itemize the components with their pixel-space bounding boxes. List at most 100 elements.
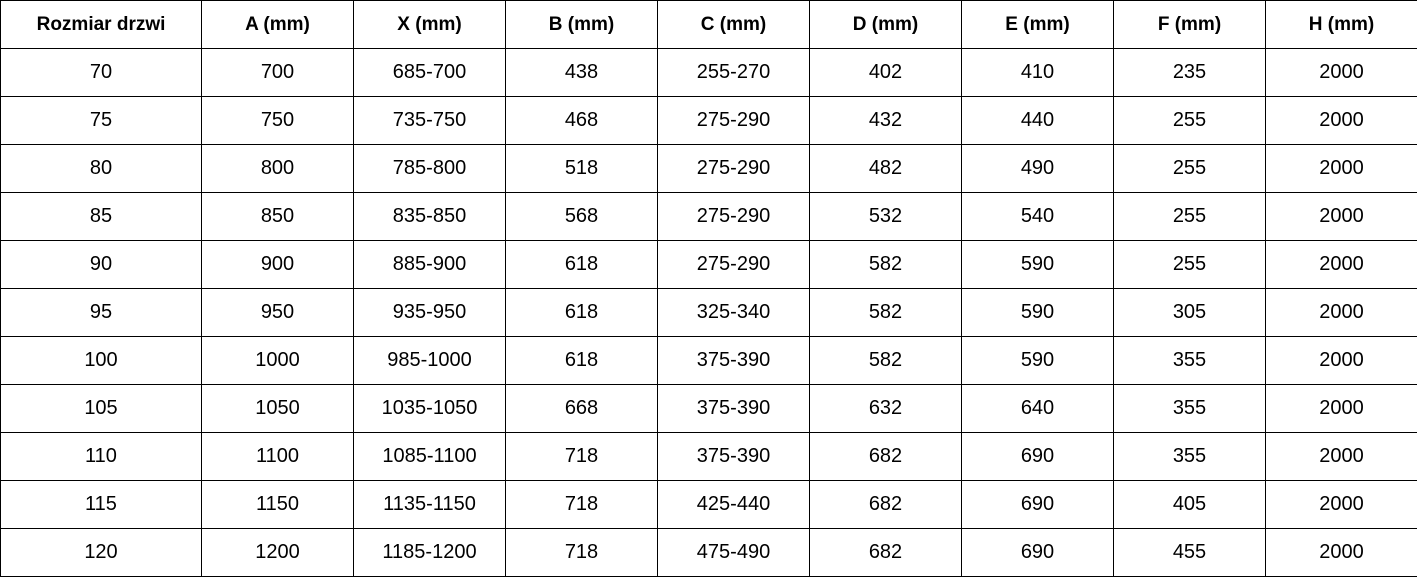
table-cell: 2000 — [1265, 240, 1417, 289]
table-row: 70 700 685-700 438 255-270 402 410 235 2000 — [0, 48, 1417, 97]
table-cell: 2000 — [1265, 96, 1417, 145]
table-cell: 900 — [201, 240, 354, 289]
column-header: H (mm) — [1265, 0, 1417, 49]
table-cell: 582 — [809, 240, 962, 289]
table-cell: 70 — [0, 48, 202, 97]
table-cell: 100 — [0, 336, 202, 385]
table-cell: 490 — [961, 144, 1114, 193]
table-cell: 110 — [0, 432, 202, 481]
table-body: 70 700 685-700 438 255-270 402 410 235 2000 75 750… — [0, 48, 1417, 577]
table-cell: 735-750 — [353, 96, 506, 145]
table-cell: 618 — [505, 240, 658, 289]
table-cell: 718 — [505, 528, 658, 577]
table-cell: 950 — [201, 288, 354, 337]
table-cell: 1200 — [201, 528, 354, 577]
table-cell: 690 — [961, 480, 1114, 529]
table-cell: 590 — [961, 288, 1114, 337]
table-cell: 375-390 — [657, 432, 810, 481]
table-row: 110 1100 1085-1100 718 375-390 682 690 355 2000 — [0, 432, 1417, 481]
table-cell: 275-290 — [657, 192, 810, 241]
table-cell: 468 — [505, 96, 658, 145]
column-header: E (mm) — [961, 0, 1114, 49]
table-cell: 475-490 — [657, 528, 810, 577]
table-cell: 590 — [961, 240, 1114, 289]
table-row: 115 1150 1135-1150 718 425-440 682 690 405 2000 — [0, 480, 1417, 529]
table-cell: 1000 — [201, 336, 354, 385]
table-cell: 750 — [201, 96, 354, 145]
table-cell: 440 — [961, 96, 1114, 145]
table-cell: 685-700 — [353, 48, 506, 97]
column-header: C (mm) — [657, 0, 810, 49]
table-row: 105 1050 1035-1050 668 375-390 632 640 355 2000 — [0, 384, 1417, 433]
table-cell: 2000 — [1265, 192, 1417, 241]
column-header: X (mm) — [353, 0, 506, 49]
table-cell: 375-390 — [657, 336, 810, 385]
table-cell: 785-800 — [353, 144, 506, 193]
table-cell: 1135-1150 — [353, 480, 506, 529]
table-cell: 568 — [505, 192, 658, 241]
table-cell: 325-340 — [657, 288, 810, 337]
table-cell: 80 — [0, 144, 202, 193]
table-cell: 1150 — [201, 480, 354, 529]
table-cell: 255 — [1113, 144, 1266, 193]
table-cell: 2000 — [1265, 432, 1417, 481]
table-cell: 582 — [809, 336, 962, 385]
table-cell: 885-900 — [353, 240, 506, 289]
table-cell: 835-850 — [353, 192, 506, 241]
table-cell: 255 — [1113, 96, 1266, 145]
table-cell: 618 — [505, 288, 658, 337]
table-cell: 718 — [505, 432, 658, 481]
table-cell: 682 — [809, 480, 962, 529]
table-cell: 1050 — [201, 384, 354, 433]
table-row: 75 750 735-750 468 275-290 432 440 255 2000 — [0, 96, 1417, 145]
column-header: Rozmiar drzwi — [0, 0, 202, 49]
table-cell: 275-290 — [657, 96, 810, 145]
table-cell: 255-270 — [657, 48, 810, 97]
table-cell: 1100 — [201, 432, 354, 481]
table-cell: 105 — [0, 384, 202, 433]
table-cell: 2000 — [1265, 384, 1417, 433]
table-cell: 590 — [961, 336, 1114, 385]
table-row: 95 950 935-950 618 325-340 582 590 305 2000 — [0, 288, 1417, 337]
table-cell: 432 — [809, 96, 962, 145]
table-cell: 355 — [1113, 384, 1266, 433]
table-cell: 800 — [201, 144, 354, 193]
table-cell: 540 — [961, 192, 1114, 241]
table-row: 90 900 885-900 618 275-290 582 590 255 2000 — [0, 240, 1417, 289]
table-cell: 2000 — [1265, 528, 1417, 577]
table-cell: 275-290 — [657, 240, 810, 289]
table-cell: 700 — [201, 48, 354, 97]
table-cell: 1035-1050 — [353, 384, 506, 433]
table-cell: 255 — [1113, 240, 1266, 289]
table-cell: 2000 — [1265, 480, 1417, 529]
table-cell: 1185-1200 — [353, 528, 506, 577]
table-cell: 640 — [961, 384, 1114, 433]
table-cell: 402 — [809, 48, 962, 97]
column-header: A (mm) — [201, 0, 354, 49]
column-header: F (mm) — [1113, 0, 1266, 49]
table-cell: 85 — [0, 192, 202, 241]
table-cell: 410 — [961, 48, 1114, 97]
table-cell: 95 — [0, 288, 202, 337]
table-cell: 115 — [0, 480, 202, 529]
table-row: 120 1200 1185-1200 718 475-490 682 690 455 2000 — [0, 528, 1417, 577]
table-cell: 438 — [505, 48, 658, 97]
table-cell: 618 — [505, 336, 658, 385]
table-row: 100 1000 985-1000 618 375-390 582 590 355 2000 — [0, 336, 1417, 385]
table-cell: 690 — [961, 432, 1114, 481]
table-cell: 682 — [809, 432, 962, 481]
table-cell: 455 — [1113, 528, 1266, 577]
table-cell: 668 — [505, 384, 658, 433]
table-cell: 682 — [809, 528, 962, 577]
header-row: Rozmiar drzwi A (mm) X (mm) B (mm) C (mm) D (… — [0, 0, 1417, 49]
table-cell: 425-440 — [657, 480, 810, 529]
table-cell: 375-390 — [657, 384, 810, 433]
table-cell: 355 — [1113, 432, 1266, 481]
table-cell: 2000 — [1265, 336, 1417, 385]
column-header: B (mm) — [505, 0, 658, 49]
table-cell: 305 — [1113, 288, 1266, 337]
table-cell: 690 — [961, 528, 1114, 577]
table-cell: 2000 — [1265, 288, 1417, 337]
table-cell: 582 — [809, 288, 962, 337]
